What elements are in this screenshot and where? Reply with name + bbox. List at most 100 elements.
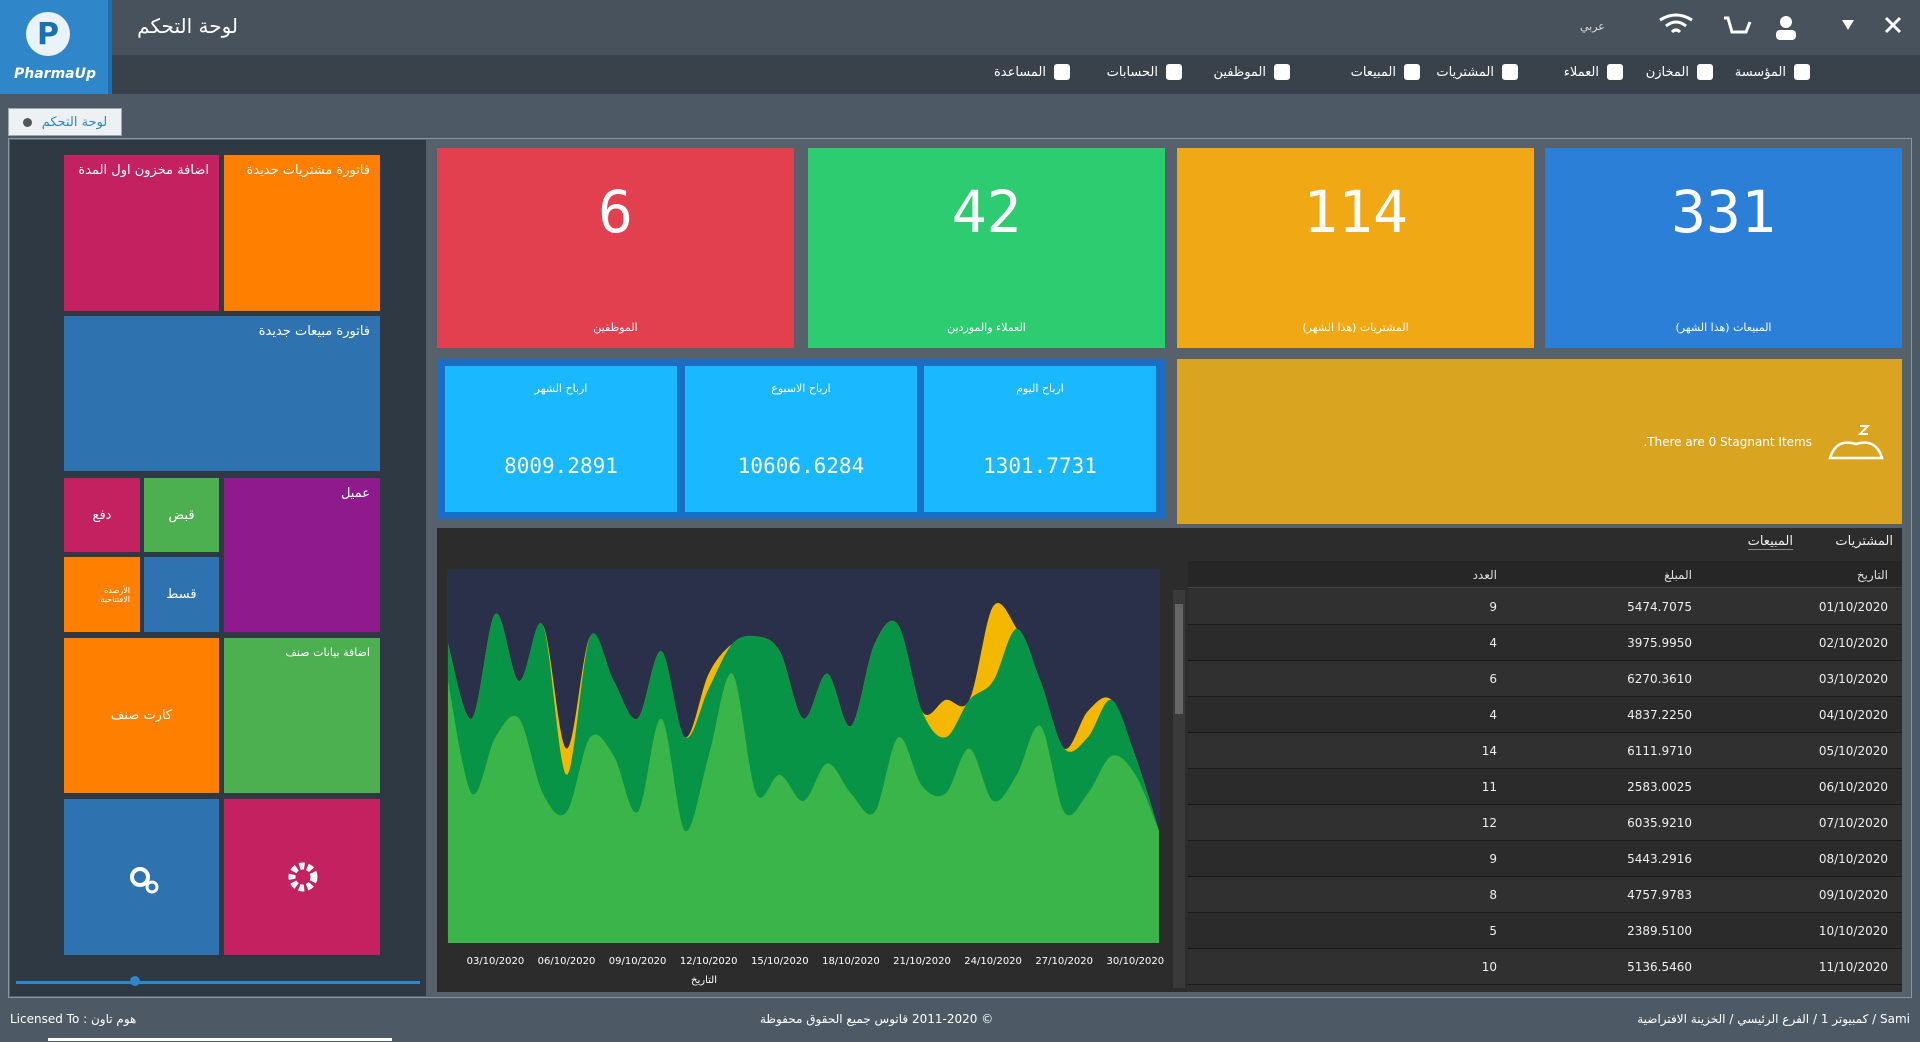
table-cell: 12 xyxy=(1481,816,1497,830)
panel-tab[interactable]: المبيعات xyxy=(1747,534,1793,550)
nav-item[interactable]: المخازن xyxy=(1646,64,1713,80)
x-tick-label: 18/10/2020 xyxy=(822,956,880,967)
nav-item[interactable]: الحسابات xyxy=(1107,64,1182,80)
tile[interactable]: كارت صنف xyxy=(64,638,219,793)
profit-value: 8009.2891 xyxy=(504,454,618,478)
profit-value: 1301.7731 xyxy=(983,454,1097,478)
table-row[interactable] xyxy=(1188,805,1902,841)
tab-label: لوحة التحكم xyxy=(41,114,108,130)
nav-icon xyxy=(1607,64,1623,80)
wifi-icon[interactable] xyxy=(1659,13,1693,34)
x-tick-label: 27/10/2020 xyxy=(1035,956,1093,967)
logo-letter: P xyxy=(37,17,59,52)
profit-value: 10606.6284 xyxy=(737,454,865,478)
tile[interactable]: دفع xyxy=(64,478,140,552)
language-select[interactable]: عربي xyxy=(1580,20,1605,33)
table-cell: 6 xyxy=(1489,672,1497,686)
logo[interactable]: P PharmaUp xyxy=(0,0,112,94)
stat-label: الموظفين xyxy=(593,321,638,334)
area-series xyxy=(448,673,1159,943)
nav-icon xyxy=(1502,64,1518,80)
table-cell: 6270.3610 xyxy=(1627,672,1692,686)
profit-label: ارباح الشهر xyxy=(534,382,588,395)
stat-tile[interactable]: 331 المبيعات (هذا الشهر) xyxy=(1545,148,1902,348)
stat-tile[interactable]: 114 المشتريات (هذا الشهر) xyxy=(1177,148,1534,348)
table-cell: 06/10/2020 xyxy=(1818,780,1888,794)
slider[interactable] xyxy=(16,981,420,984)
nav-icon xyxy=(1166,64,1182,80)
stat-value: 6 xyxy=(598,178,633,246)
table-cell: 2583.0025 xyxy=(1627,780,1692,794)
nav-item[interactable]: العملاء xyxy=(1564,64,1623,80)
tile[interactable]: قسط xyxy=(144,557,219,632)
table-cell: 9 xyxy=(1489,600,1497,614)
settings-tile[interactable] xyxy=(64,799,219,955)
stat-label: العملاء والموردين xyxy=(947,321,1026,334)
stat-tile[interactable]: 6 الموظفين xyxy=(437,148,794,348)
table-row[interactable] xyxy=(1188,625,1902,661)
table-row[interactable] xyxy=(1188,697,1902,733)
table-cell: 5136.5460 xyxy=(1627,960,1692,974)
column-header: المبلغ xyxy=(1664,568,1692,582)
close-icon[interactable] xyxy=(1884,16,1902,34)
x-tick-label: 09/10/2020 xyxy=(609,956,667,967)
nav-icon xyxy=(1794,64,1810,80)
table-row[interactable] xyxy=(1188,589,1902,625)
column-header: العدد xyxy=(1472,568,1497,582)
table-row[interactable] xyxy=(1188,949,1902,985)
table-header xyxy=(1188,561,1902,588)
table-cell: 10 xyxy=(1481,960,1497,974)
tile[interactable]: فاتورة مبيعات جديدة xyxy=(64,316,380,471)
table-cell: 2389.5100 xyxy=(1627,924,1692,938)
nav-item[interactable]: المبيعات xyxy=(1351,64,1420,80)
scrollbar[interactable] xyxy=(1173,590,1185,988)
slider-thumb[interactable] xyxy=(130,976,140,986)
table-row[interactable] xyxy=(1188,769,1902,805)
x-tick-label: 15/10/2020 xyxy=(751,956,809,967)
nav-label: العملاء xyxy=(1563,64,1599,80)
logo-mark: P xyxy=(26,12,70,56)
table-cell: 4757.9783 xyxy=(1627,888,1692,902)
download-icon[interactable] xyxy=(1842,20,1854,30)
nav-item[interactable]: الموظفين xyxy=(1213,64,1290,80)
nav-item[interactable]: المشتريات xyxy=(1436,64,1518,80)
table-row[interactable] xyxy=(1188,913,1902,949)
profit-label: ارباح الاسبوع xyxy=(771,382,831,395)
profit-tile: ارباح اليوم 1301.7731 xyxy=(924,366,1156,512)
table-row[interactable] xyxy=(1188,877,1902,913)
nav-item[interactable]: المؤسسة xyxy=(1735,64,1810,80)
tile[interactable]: فاتورة مشتريات جديدة xyxy=(224,155,380,311)
gears-icon xyxy=(130,867,159,894)
tile[interactable]: اضافة بيانات صنف xyxy=(224,638,380,793)
nav-label: المخازن xyxy=(1645,64,1689,80)
table-cell: 01/10/2020 xyxy=(1818,600,1888,614)
table-cell: 4 xyxy=(1489,636,1497,650)
scroll-thumb[interactable] xyxy=(1175,604,1183,714)
tile[interactable]: الأرصدة الافتتاحية xyxy=(64,557,140,632)
table-row[interactable] xyxy=(1188,661,1902,697)
user-icon[interactable] xyxy=(1780,16,1792,28)
cart-icon[interactable] xyxy=(1724,16,1752,34)
tile[interactable]: عميل xyxy=(224,478,380,632)
table-cell: 02/10/2020 xyxy=(1818,636,1888,650)
tile[interactable]: قبض xyxy=(144,478,219,552)
options-tile[interactable] xyxy=(224,799,380,955)
profit-tile: ارباح الاسبوع 10606.6284 xyxy=(685,366,917,512)
table-cell: 5474.7075 xyxy=(1627,600,1692,614)
sleep-icon xyxy=(1828,424,1884,459)
table-cell: 04/10/2020 xyxy=(1818,708,1888,722)
table-cell: 4 xyxy=(1489,708,1497,722)
session-info: Sami / كمبيوتر 1 / الفرع الرئيسي / الخزي… xyxy=(1637,1012,1910,1026)
nav-item[interactable]: المساعدة xyxy=(994,64,1070,80)
table-cell: 09/10/2020 xyxy=(1818,888,1888,902)
user-body xyxy=(1776,30,1796,40)
tab[interactable]: لوحة التحكم xyxy=(8,108,122,136)
stagnant-box: .There are 0 Stagnant Items xyxy=(1177,359,1902,524)
stat-tile[interactable]: 42 العملاء والموردين xyxy=(808,148,1165,348)
tile[interactable]: اضافة مخزون اول المدة xyxy=(64,155,219,311)
profit-tile: ارباح الشهر 8009.2891 xyxy=(445,366,677,512)
tab-close[interactable] xyxy=(22,117,32,127)
table-row[interactable] xyxy=(1188,841,1902,877)
panel-tab[interactable]: المشتريات xyxy=(1835,534,1893,549)
table-row[interactable] xyxy=(1188,733,1902,769)
